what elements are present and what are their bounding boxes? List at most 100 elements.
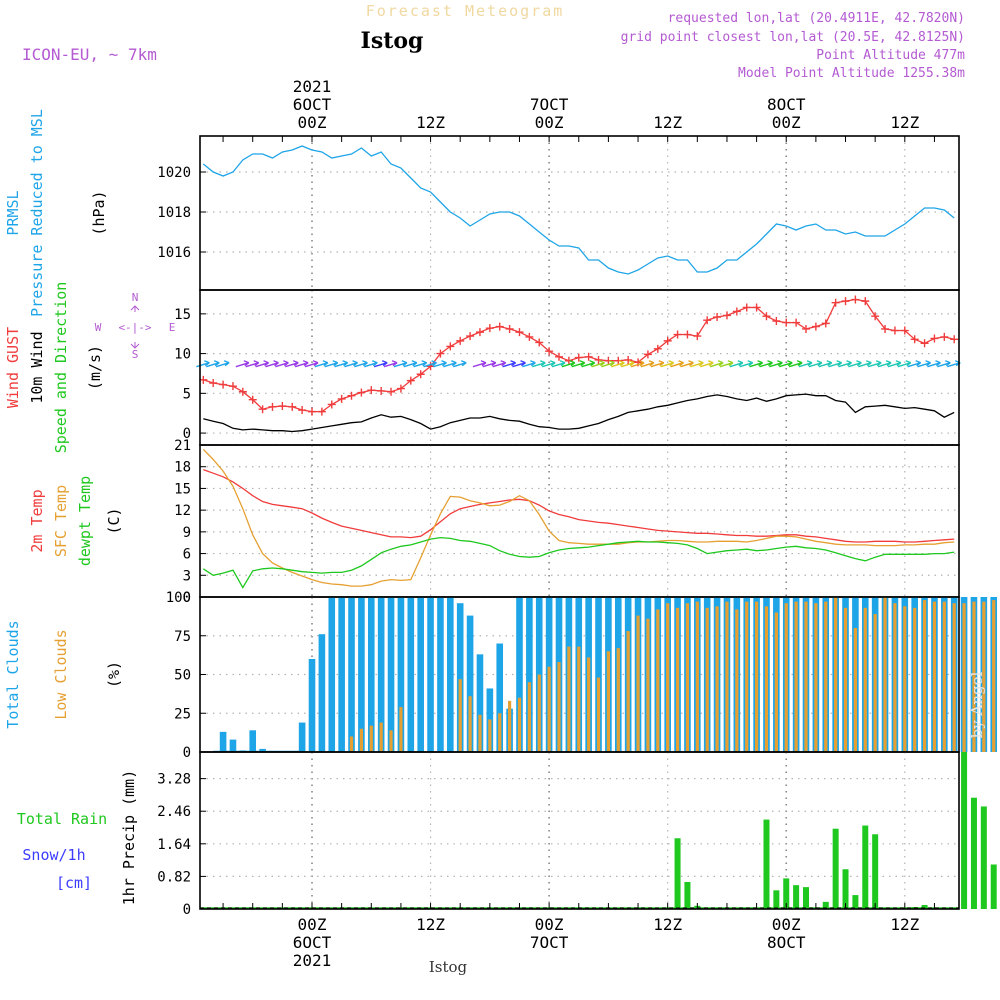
gust-marker [357,388,366,397]
chart-supertitle: Forecast Meteogram [366,2,565,20]
ylabel-3: (m/s) [86,345,104,390]
ylabel-0: PRMSL [4,190,22,235]
low-clouds-bar [646,618,650,752]
gust-marker [890,326,899,335]
wind-direction-arrowhead [213,360,220,367]
wind-direction-arrowhead [707,360,714,367]
wind-direction-arrow [492,362,506,368]
gust-marker [713,313,722,322]
wind-direction-arrowhead [737,360,744,367]
wind-direction-arrow [699,362,714,368]
ylabel-2: (%) [105,661,123,688]
wind-direction-arrow [314,362,329,368]
ylabel-0: Wind GUST [4,327,22,408]
ylabel-3: (C) [105,507,123,534]
wind-direction-arrow [828,362,842,368]
sfc-temp-line [202,448,955,587]
wind-direction-arrow [620,362,635,368]
wind-direction-arrow [205,362,220,368]
low-clouds-bar [557,662,561,752]
low-clouds-bar [626,631,630,752]
top-time-label: 6OCT [293,95,332,114]
wind-direction-arrow [907,362,921,368]
low-clouds-bar [596,677,601,752]
total-rain-bar [921,905,928,909]
wind-direction-arrowhead [638,360,645,367]
gust-marker [594,355,603,364]
ylabel-2: Speed and Direction [52,282,70,454]
panel-frame [199,444,960,598]
low-clouds-bar [883,597,887,752]
bottom-time-label: 6OCT [293,933,332,952]
total-clouds-bar [407,597,415,752]
y-tick-label: 3.28 [157,772,191,788]
gust-marker [693,332,702,341]
low-clouds-bar [675,607,680,752]
wind-direction-arrow [798,362,813,368]
wind-direction-arrow [571,362,585,368]
wind-direction-arrowhead [589,360,596,367]
total-rain-bar [822,901,829,909]
y-tick-label: 1018 [157,205,191,221]
total-clouds-bar [308,659,316,752]
wind-direction-arrow [472,362,487,368]
wind-direction-arrowhead [431,360,437,367]
wind-direction-arrowhead [628,360,635,367]
dewpt-temp-line [202,536,955,589]
y-tick-label: 1016 [157,245,191,261]
wind-direction-arrowhead [599,360,605,367]
ylabel-1: Low Clouds [52,629,70,719]
wind-direction-arrowhead [846,360,852,367]
top-time-label: 00Z [298,113,327,132]
top-time-label: 00Z [535,113,564,132]
bottom-time-label: 00Z [298,915,327,934]
ylabel-2: (hPa) [90,190,108,235]
total-clouds-bar [595,597,602,752]
wind-direction-arrowhead [559,360,566,367]
wind-direction-arrowhead [273,360,279,367]
gust-marker [841,297,850,306]
wind-direction-arrowhead [332,360,339,367]
gust-marker [920,339,929,348]
wind-direction-arrowhead [826,360,833,367]
top-time-label: 8OCT [767,95,806,114]
gust-marker [930,334,939,343]
compass-north-south-arrows [130,305,140,349]
info-line-2: grid point closest lon,lat (20.5E, 42.81… [621,30,965,45]
gust-marker [505,324,514,333]
wind-direction-arrow [255,362,269,368]
gust-marker [545,347,554,356]
top-time-label: 7OCT [530,95,569,114]
compass-arrows: <-|-> [118,321,151,334]
gust-marker [555,352,563,361]
low-clouds-bar [577,646,581,752]
gust-marker [683,330,692,339]
total-clouds-bar [249,730,257,752]
gust-marker [762,312,771,321]
gust-marker [811,322,820,331]
low-clouds-bar [804,601,808,752]
bottom-time-label: 12Z [653,915,682,934]
gust-marker [288,402,297,411]
y-tick-label: 0 [183,590,191,606]
wind-direction-arrowhead [204,360,210,367]
gust-marker [268,402,277,411]
wind-direction-arrowhead [401,360,408,367]
panel-wind: 0 5 10 15 Wind GUST 10m Wind Speed and Directi… [4,282,961,454]
total-clouds-bar [367,597,375,752]
gust-marker [851,295,860,304]
panel-frame [199,289,960,446]
gust-marker [535,338,544,347]
y-tick-label: 21 [174,438,191,454]
low-clouds-bar [824,601,828,752]
wind-direction-arrow [373,362,388,368]
wind-direction-arrow [709,362,724,368]
total-rain-bar [862,825,869,909]
wind-direction-arrow [601,362,615,368]
wind-direction-arrowhead [727,360,734,367]
watermark: by Angel [968,671,986,738]
gust-marker [871,312,880,321]
10m-wind-line [203,393,955,433]
wind-direction-arrow [502,362,516,368]
